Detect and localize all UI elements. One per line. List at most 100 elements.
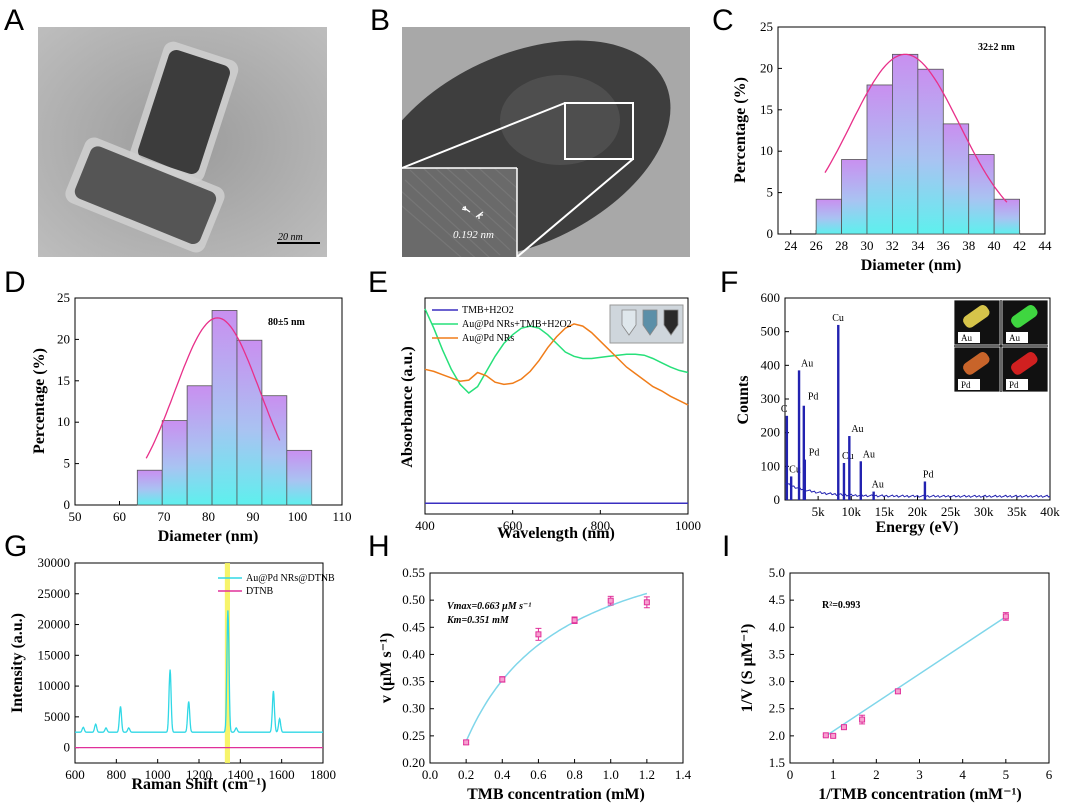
g-xtick-label-2: 1000 <box>145 767 171 782</box>
g-ytick-label-6: 30000 <box>38 555 71 570</box>
d-bar-2 <box>186 385 213 506</box>
gaussian-fit-d <box>145 317 281 459</box>
c-xtick-label-5: 34 <box>911 238 925 253</box>
legend-text-g-1: Au@Pd NRs@DTNB <box>246 573 335 584</box>
chart-h: 0.0 0.2 0.4 0.6 0.8 1.0 1.2 1.4 0.20 0.25 0.30 0.35… <box>378 565 692 803</box>
c-bar-6 <box>968 154 995 235</box>
f-peak-10 <box>923 481 927 500</box>
c-xtick-label-2: 28 <box>835 238 848 253</box>
i-xtick-label-4: 4 <box>959 767 966 782</box>
d-ytick-label-4: 20 <box>57 331 70 346</box>
axis-ticks-f: 5k 10k 15k 20k 25k 30k 35k 40k 0 100 200 300 400 500 6… <box>761 290 1061 519</box>
e-xtick-label-3: 1000 <box>675 518 701 533</box>
f-peak-label-4: Pd <box>809 448 820 459</box>
f-peak-7 <box>848 436 851 500</box>
panel-label-h: H <box>368 530 390 563</box>
d-xtick-label-1: 60 <box>113 509 126 524</box>
f-peak-label-8: Au <box>863 449 875 460</box>
map-label-1: Au <box>961 333 972 343</box>
d-bar-5 <box>261 395 288 506</box>
d-ytick-label-1: 5 <box>64 456 71 471</box>
annotation-c: 32±2 nm <box>978 42 1016 53</box>
c-xtick-label-10: 44 <box>1039 238 1053 253</box>
f-xtick-label-2: 10k <box>842 504 862 519</box>
scale-bar-label: 20 nm <box>278 232 303 243</box>
f-peak-8 <box>859 461 862 500</box>
i-ytick-label-4: 3.5 <box>769 646 785 661</box>
legend-text-g-2: DTNB <box>246 586 274 597</box>
h-ytick-label-4: 0.40 <box>402 646 425 661</box>
f-ytick-label-3: 300 <box>761 391 781 406</box>
f-ytick-label-5: 500 <box>761 324 781 339</box>
ylabel-g: Intensity (a.u.) <box>9 613 26 713</box>
c-xtick-label-3: 30 <box>861 238 874 253</box>
vial-photo-e <box>609 304 684 344</box>
tem-image-a: 20 nm <box>38 27 327 257</box>
c-ytick-label-5: 25 <box>760 19 773 34</box>
h-point-4 <box>607 597 614 604</box>
c-bar-3 <box>892 53 919 235</box>
f-peak-label-2: Au <box>801 358 813 369</box>
c-xtick-label-9: 42 <box>1013 238 1026 253</box>
c-bar-2 <box>866 84 893 235</box>
chart-g: 600 800 1000 1200 1400 1600 1800 0 5000 10000 1500… <box>9 555 336 793</box>
panel-label-f: F <box>720 266 738 299</box>
i-point-0 <box>822 732 829 739</box>
c-bar-7 <box>993 198 1020 235</box>
chart-d: 50 60 70 80 90 100 110 0 5 10 15 20 25 80±5 nm Diame… <box>31 290 352 545</box>
c-xtick-label-6: 36 <box>937 238 951 253</box>
legend-e: TMB+H2O2 Au@Pd NRs+TMB+H2O2 Au@Pd NRs <box>432 305 572 344</box>
c-xtick-label-8: 40 <box>988 238 1001 253</box>
h-xtick-label-2: 0.4 <box>494 767 511 782</box>
i-ytick-label-5: 4.0 <box>769 619 785 634</box>
d-xtick-label-2: 70 <box>158 509 171 524</box>
f-peak-label-0: C <box>781 404 788 415</box>
f-peak-label-10: Pd <box>923 469 934 480</box>
c-xtick-label-0: 24 <box>784 238 798 253</box>
f-xtick-label-1: 5k <box>812 504 826 519</box>
d-bar-4 <box>236 339 263 506</box>
d-bar-0 <box>136 469 163 506</box>
f-ytick-label-4: 400 <box>761 357 781 372</box>
d-bar-1 <box>161 420 188 506</box>
f-peak-3 <box>802 405 806 500</box>
f-peak-5 <box>837 324 840 500</box>
f-peak-label-7: Au <box>851 424 863 435</box>
f-xtick-label-5: 25k <box>941 504 961 519</box>
d-xtick-label-6: 110 <box>332 509 351 524</box>
annotation-i: R²=0.993 <box>822 600 860 611</box>
d-bar-6 <box>286 449 313 506</box>
nanorod-lower <box>65 137 225 253</box>
i-point-5 <box>1002 613 1009 620</box>
h-ytick-label-1: 0.25 <box>402 728 425 743</box>
d-bar-3 <box>211 310 238 506</box>
f-peak-label-3: Pd <box>808 392 819 403</box>
g-xtick-label-5: 1600 <box>269 767 295 782</box>
f-ytick-label-2: 200 <box>761 425 781 440</box>
c-xtick-label-7: 38 <box>962 238 975 253</box>
d-ytick-label-3: 15 <box>57 373 70 388</box>
g-xtick-label-4: 1400 <box>227 767 253 782</box>
i-ytick-label-1: 2.0 <box>769 728 785 743</box>
c-bar-4 <box>917 68 944 235</box>
i-ytick-label-7: 5.0 <box>769 565 785 580</box>
spectra-e <box>424 308 689 504</box>
i-point-3 <box>859 716 866 723</box>
linear-fit-i <box>824 616 1007 738</box>
annotation-d: 80±5 nm <box>268 317 306 328</box>
data-points-i <box>822 612 1009 739</box>
axis-ticks-i: 0 1 2 3 4 5 6 1.5 2.0 2.5 3.0 3.5 4.0 4.5 5.0 <box>769 565 1053 782</box>
d-xtick-label-0: 50 <box>69 509 82 524</box>
g-xtick-label-3: 1200 <box>186 767 212 782</box>
i-xtick-label-1: 1 <box>830 767 837 782</box>
panel-label-e: E <box>368 266 388 299</box>
i-ytick-label-3: 3.0 <box>769 674 785 689</box>
axis-ticks-c: 24 26 28 30 32 34 36 38 40 42 44 0 5 10 15 20 25 <box>760 19 1052 253</box>
chart-e: 400 600 800 1000 TMB+H2O2 Au@Pd NRs+TMB+H2O… <box>399 297 701 542</box>
plot-frame-g <box>74 562 324 764</box>
panel-label-g: G <box>4 530 27 563</box>
xlabel-h: TMB concentration (mM) <box>467 786 645 803</box>
i-ytick-label-2: 2.5 <box>769 701 785 716</box>
g-ytick-label-1: 5000 <box>44 709 70 724</box>
